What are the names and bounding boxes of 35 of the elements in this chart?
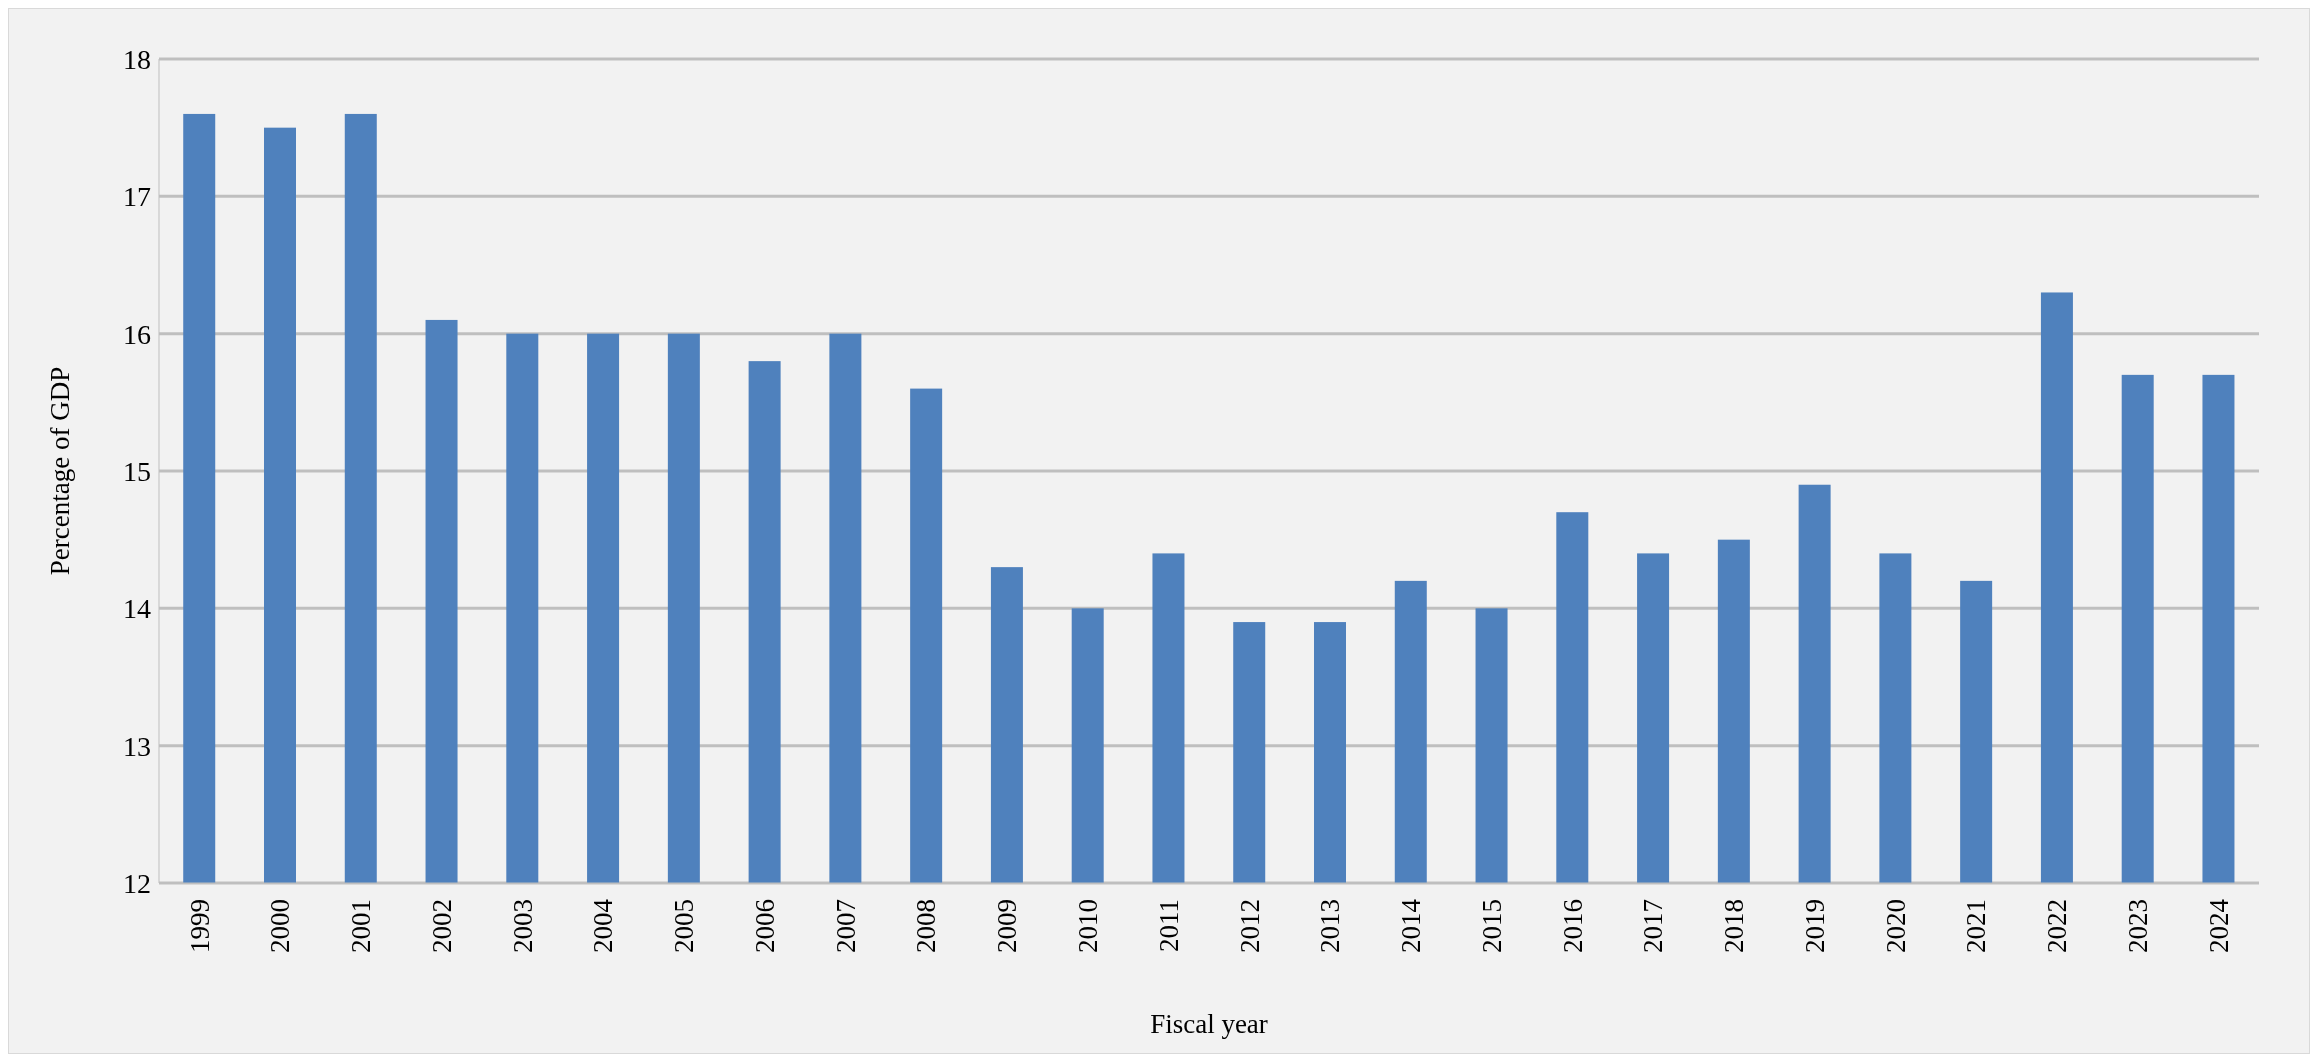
y-tick-label: 13 <box>123 730 151 762</box>
x-tick-label: 2021 <box>1961 899 1992 953</box>
x-axis-title: Fiscal year <box>1150 1009 1268 1039</box>
x-tick-label: 2019 <box>1799 899 1830 953</box>
x-tick-label: 2011 <box>1153 899 1184 952</box>
x-tick-label: 2007 <box>830 899 861 953</box>
y-tick-label: 17 <box>123 181 151 213</box>
y-tick-label: 16 <box>123 318 151 350</box>
y-tick-label: 14 <box>123 593 151 625</box>
x-tick-label: 2022 <box>2042 899 2073 953</box>
x-tick-label: 2023 <box>2123 899 2154 953</box>
x-tick-label: 2017 <box>1638 899 1669 953</box>
y-tick-label: 12 <box>123 867 151 899</box>
x-tick-label: 2016 <box>1557 899 1588 953</box>
x-tick-label: 2012 <box>1234 899 1265 953</box>
x-tick-label: 2004 <box>588 898 619 953</box>
x-tick-label: 2005 <box>669 899 700 953</box>
x-tick-label: 2000 <box>265 899 296 953</box>
x-tick-label: 2002 <box>426 899 457 953</box>
x-tick-label: 2003 <box>507 899 538 953</box>
x-tick-label: 2018 <box>1719 899 1750 953</box>
x-tick-label: 2014 <box>1396 898 1427 953</box>
y-tick-label: 18 <box>123 43 151 75</box>
x-tick-label: 2020 <box>1880 899 1911 953</box>
x-tick-label: 2015 <box>1476 899 1507 953</box>
x-tick-label: 2006 <box>749 899 780 953</box>
x-tick-label: 2010 <box>1073 899 1104 953</box>
x-tick-label: 2024 <box>2203 898 2234 953</box>
x-tick-label: 2013 <box>1315 899 1346 953</box>
x-tick-label: 1999 <box>184 899 215 953</box>
y-tick-label: 15 <box>123 455 151 487</box>
x-tick-label: 2009 <box>992 899 1023 953</box>
y-axis-title: Percentage of GDP <box>44 366 75 576</box>
x-tick-label: 2008 <box>911 899 942 953</box>
x-tick-label: 2001 <box>346 899 377 953</box>
